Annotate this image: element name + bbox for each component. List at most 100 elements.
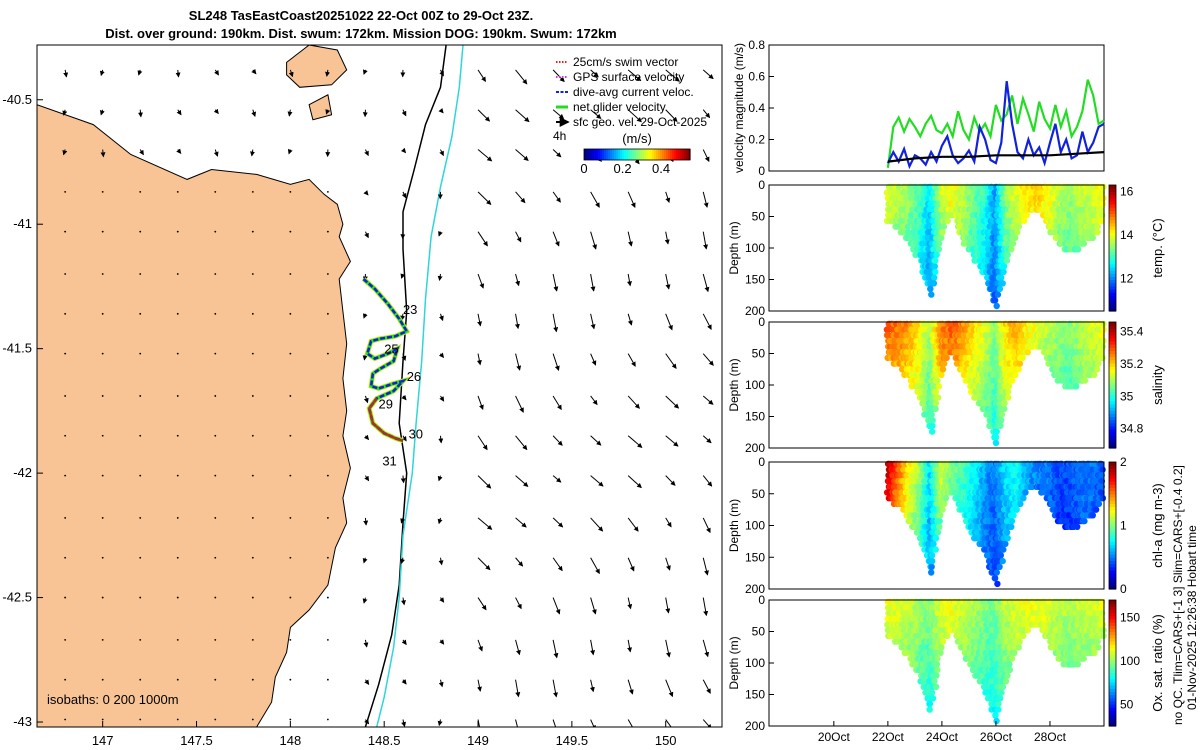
section-dot: [1094, 229, 1101, 236]
colorbar-cell: [584, 149, 587, 160]
vector-dot: [139, 556, 142, 559]
vector-arrow: [552, 273, 559, 292]
colorbar-cell: [630, 149, 633, 160]
vector-arrow: [590, 475, 604, 487]
vector-dot: [101, 190, 104, 193]
section-colorbar-cell: [1109, 257, 1116, 262]
section-colorbar-cell: [1109, 270, 1116, 274]
vector-dot: [251, 273, 254, 275]
vector-arrow: [590, 109, 602, 119]
section-dot: [1081, 517, 1088, 525]
section-dot: [1074, 246, 1082, 253]
vector-arrow: [401, 679, 407, 685]
section-dot: [934, 655, 941, 662]
section-dot: [928, 563, 935, 570]
vector-dot: [101, 596, 104, 599]
section-dot: [931, 678, 938, 685]
colorbar-cell: [612, 149, 615, 160]
vector-arrow: [702, 597, 709, 617]
section-dot: [991, 297, 999, 304]
vector-arrow: [63, 69, 69, 78]
vector-arrow: [362, 313, 368, 319]
vector-dot: [214, 517, 217, 519]
section-dot: [1100, 195, 1107, 202]
section-colorbar-cell: [1109, 225, 1116, 230]
vector-dot: [214, 312, 217, 315]
track-day-label: 29: [379, 396, 393, 411]
vector-arrow: [702, 679, 711, 694]
section-dot: [934, 377, 941, 384]
vector-dot: [251, 678, 254, 681]
vector-dot: [289, 718, 292, 721]
vector-dot: [64, 638, 67, 641]
vector-dot: [139, 395, 142, 397]
vector-arrow: [439, 395, 445, 402]
vector-dot: [251, 395, 254, 397]
colorbar-cell: [680, 149, 683, 160]
section-dot: [933, 251, 940, 259]
vector-arrow: [477, 191, 492, 205]
section-colorbar-cell: [1109, 197, 1116, 202]
section-dot: [1000, 546, 1007, 553]
vector-arrow: [400, 557, 405, 565]
section-dot: [934, 666, 941, 674]
vector-arrow: [552, 231, 560, 247]
vector-arrow: [437, 273, 443, 282]
section-y-tick-label: 0: [758, 455, 765, 469]
section-dot: [1085, 195, 1092, 202]
vector-arrow: [515, 597, 522, 610]
colorbar-cell: [596, 149, 599, 160]
section-dot: [929, 422, 936, 430]
map-frame: [36, 44, 723, 728]
section-y-tick-label: 0: [758, 178, 765, 192]
velocity-series-line: [886, 81, 1105, 170]
section-dot: [928, 291, 935, 298]
vector-dot: [64, 273, 67, 275]
section-dot: [944, 217, 951, 225]
vector-dot: [176, 556, 179, 559]
vector-arrow: [552, 191, 561, 203]
section-dot: [939, 638, 947, 645]
section-colorbar-cell: [1109, 288, 1116, 293]
track-day-label: 30: [409, 426, 423, 441]
velocity-series-line: [886, 79, 1105, 168]
legend-label: 25cm/s swim vector: [573, 55, 678, 69]
vector-dot: [289, 678, 292, 681]
vector-arrow: [702, 639, 710, 658]
vector-arrow: [665, 273, 671, 290]
vector-dot: [251, 190, 254, 193]
vector-dot: [214, 474, 217, 477]
velocity-y-tick-label: 0.2: [748, 133, 765, 147]
vector-arrow: [439, 639, 445, 645]
section-y-tick-label: 150: [745, 410, 765, 424]
vector-dot: [326, 474, 329, 477]
section-dot: [908, 212, 915, 219]
vector-arrow: [515, 149, 529, 161]
section-dot: [1092, 506, 1100, 513]
vector-dot: [251, 596, 254, 599]
section-dot: [1090, 371, 1098, 379]
colorbar-cell: [610, 149, 613, 160]
vector-arrow: [627, 517, 639, 532]
section-y-tick-label: 150: [745, 550, 765, 564]
vector-dot: [251, 352, 254, 355]
vector-arrow: [627, 231, 633, 247]
vector-dot: [214, 352, 217, 355]
vector-dot: [176, 312, 179, 315]
section-dot: [921, 354, 928, 362]
figure-title-line2: Dist. over ground: 190km. Dist. swum: 17…: [105, 26, 617, 41]
vector-dot: [176, 395, 179, 397]
vector-arrow: [702, 435, 712, 444]
vector-arrow: [702, 313, 712, 330]
vector-arrow: [364, 475, 370, 482]
section-dots: [883, 320, 1107, 447]
colorbar-cell: [604, 149, 607, 160]
section-colorbar-cell: [1109, 188, 1116, 192]
vector-arrow: [702, 273, 710, 293]
vector-dot: [289, 230, 292, 233]
section-colorbar-cell: [1109, 263, 1116, 268]
vector-dot: [289, 474, 292, 477]
